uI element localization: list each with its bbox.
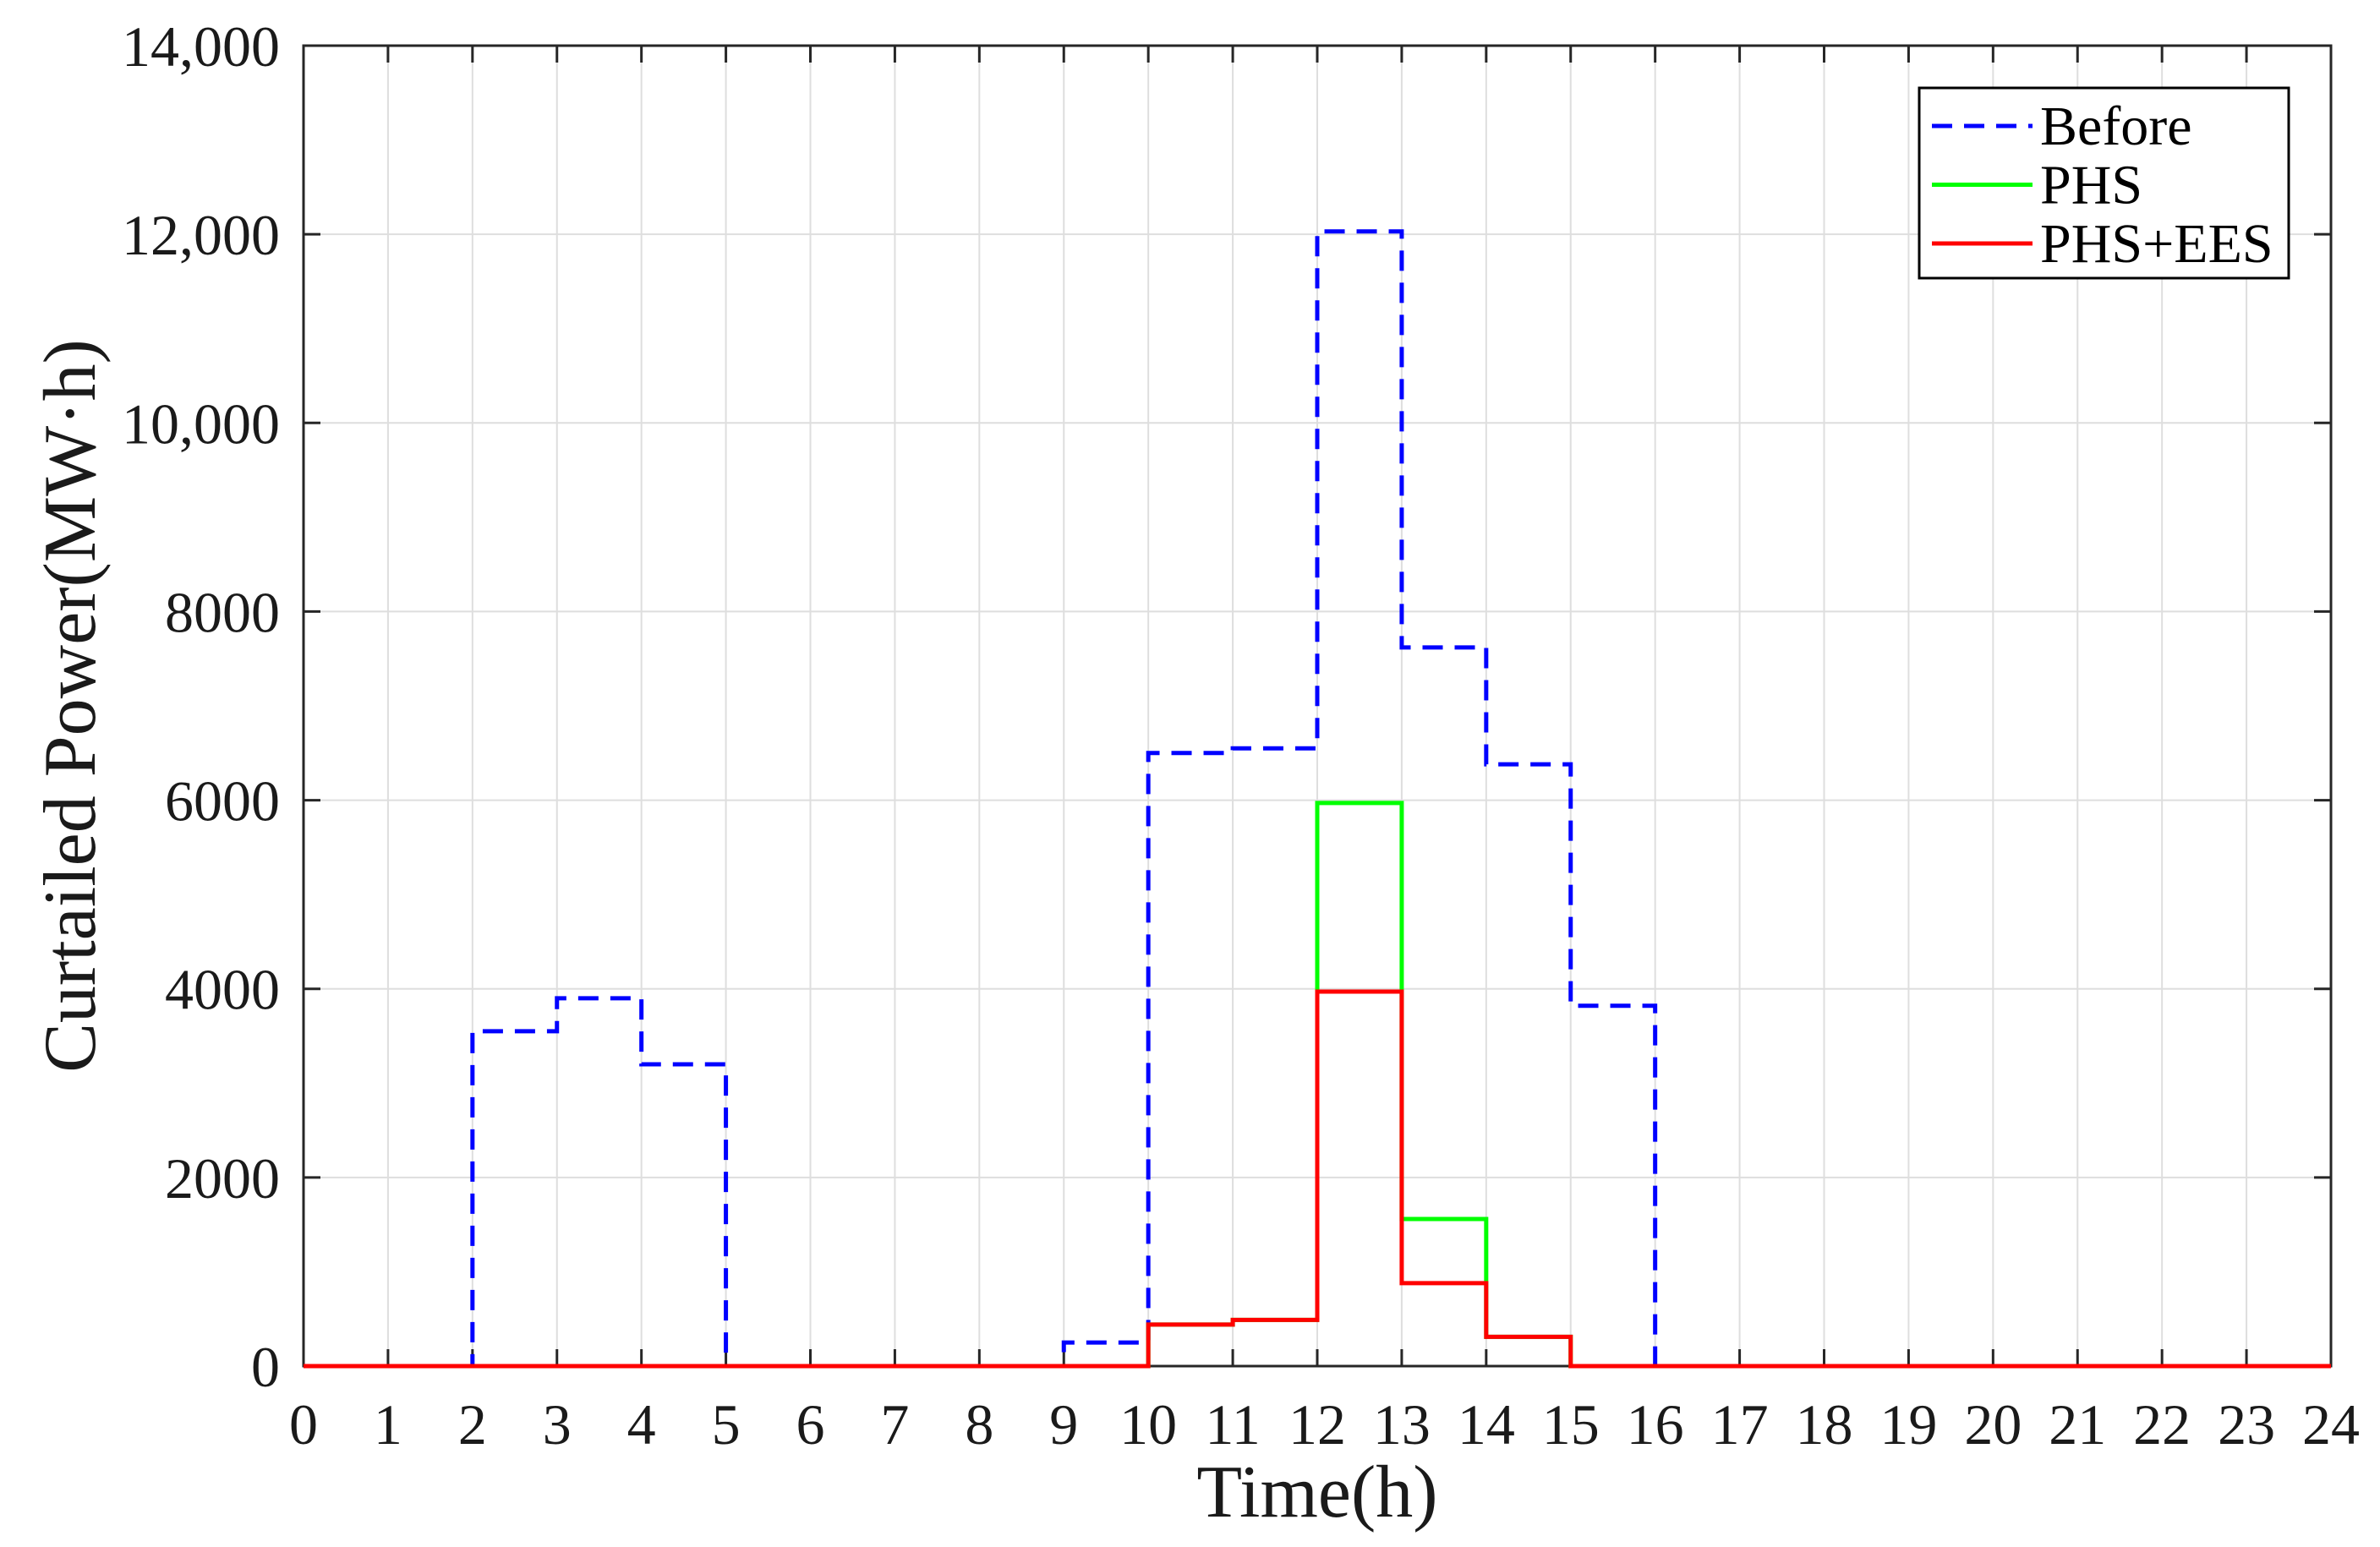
x-tick-label: 14	[1458, 1392, 1515, 1457]
y-axis-label: Curtailed Power(MW·h)	[30, 339, 112, 1073]
y-tick-label: 2000	[165, 1146, 280, 1211]
legend-label-phs-ees: PHS+EES	[2040, 213, 2273, 275]
legend-label-before: Before	[2040, 96, 2192, 157]
x-tick-label: 24	[2302, 1392, 2360, 1457]
x-tick-label: 19	[1879, 1392, 1937, 1457]
y-tick-label: 10,000	[122, 391, 280, 456]
x-tick-label: 0	[289, 1392, 318, 1457]
y-tick-label: 4000	[165, 958, 280, 1022]
x-tick-label: 1	[374, 1392, 402, 1457]
y-tick-label: 0	[251, 1335, 280, 1399]
x-tick-label: 7	[880, 1392, 909, 1457]
axes	[302, 44, 2333, 1368]
x-tick-label: 3	[543, 1392, 572, 1457]
series-group	[304, 229, 2331, 1369]
x-tick-label: 21	[2049, 1392, 2106, 1457]
x-tick-label: 5	[712, 1392, 741, 1457]
x-tick-label: 15	[1542, 1392, 1600, 1457]
y-tick-label: 8000	[165, 580, 280, 644]
x-tick-label: 13	[1373, 1392, 1431, 1457]
series-line-before	[304, 229, 2331, 1369]
series-line-phs-ees	[304, 989, 2331, 1369]
x-tick-label: 6	[796, 1392, 825, 1457]
y-tick-label: 6000	[165, 769, 280, 834]
x-tick-label: 8	[965, 1392, 993, 1457]
x-tick-label: 9	[1049, 1392, 1078, 1457]
x-tick-label: 11	[1205, 1392, 1260, 1457]
x-tick-label: 18	[1796, 1392, 1853, 1457]
x-tick-label: 22	[2133, 1392, 2191, 1457]
x-tick-label: 20	[1964, 1392, 2022, 1457]
tick-labels: 0 1 2 3 4 5 6 7 8 9 10 11 12 13 14 15 16 17 18 19 20 21 22 23 24…	[122, 14, 2360, 1457]
x-tick-label: 17	[1711, 1392, 1769, 1457]
x-tick-label: 10	[1119, 1392, 1177, 1457]
x-tick-label: 4	[627, 1392, 656, 1457]
x-tick-label: 16	[1627, 1392, 1684, 1457]
legend-label-phs: PHS	[2040, 155, 2142, 216]
x-axis-label: Time(h)	[1196, 1451, 1437, 1533]
y-tick-label: 14,000	[122, 14, 280, 79]
y-tick-label: 12,000	[122, 203, 280, 267]
x-tick-label: 12	[1288, 1392, 1346, 1457]
x-tick-label: 23	[2218, 1392, 2275, 1457]
x-tick-label: 2	[458, 1392, 487, 1457]
